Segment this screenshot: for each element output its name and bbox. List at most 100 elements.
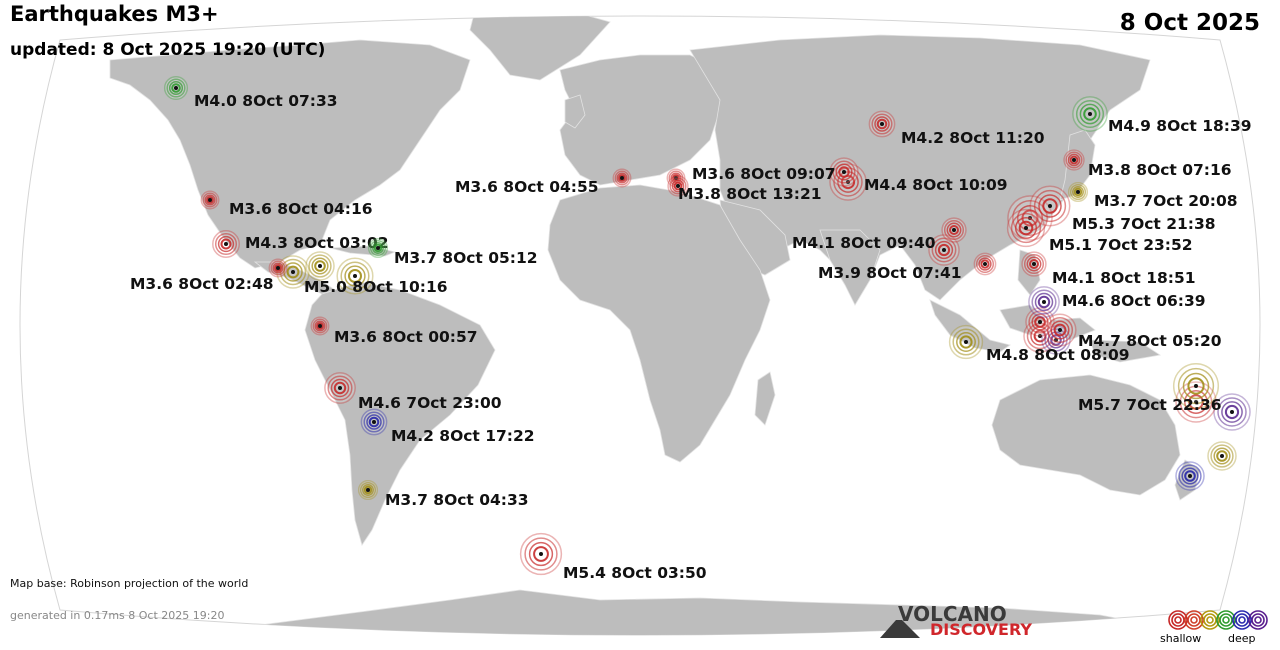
quake-marker-south_sandwich[interactable] (519, 532, 563, 576)
volcanodiscovery-logo[interactable]: VOLCANO DISCOVERY (880, 602, 1040, 642)
quake-label-caribbean: M3.7 8Oct 05:12 (394, 249, 538, 267)
quake-label-panama: M5.0 8Oct 10:16 (304, 278, 448, 296)
land-africa (547, 184, 771, 463)
map-date: 8 Oct 2025 (1119, 10, 1260, 36)
legend-ring-4-2 (1238, 616, 1246, 624)
quake-marker-molucca[interactable] (1028, 286, 1060, 318)
legend-ring-0-2 (1174, 616, 1182, 624)
quake-label-chile2: M3.7 8Oct 04:33 (385, 491, 529, 509)
quake-marker-guatemala[interactable] (268, 258, 288, 278)
legend-ring-5-1 (1251, 613, 1265, 627)
legend-ring-0-1 (1171, 613, 1185, 627)
quake-label-philippines2: M4.1 8Oct 18:51 (1052, 269, 1196, 287)
quake-label-cyprus: M3.8 8Oct 13:21 (678, 185, 822, 203)
quake-marker-argentina[interactable] (360, 408, 388, 436)
quake-marker-sulawesi[interactable] (1043, 313, 1077, 347)
quake-label-chile1: M4.6 7Oct 23:00 (358, 394, 502, 412)
quake-marker-philippines2[interactable] (1021, 251, 1047, 277)
land-india (819, 229, 881, 306)
legend-ring-1-1 (1187, 613, 1201, 627)
quake-label-java: M4.8 8Oct 08:09 (986, 346, 1130, 364)
quake-marker-mexico[interactable] (212, 230, 240, 258)
quake-label-peru: M3.6 8Oct 00:57 (334, 328, 478, 346)
volcano-icon (880, 620, 920, 638)
quake-marker-cluster-1[interactable] (305, 251, 335, 281)
quake-marker-alaska[interactable] (163, 75, 189, 101)
quake-label-japan1: M3.8 8Oct 07:16 (1088, 161, 1232, 179)
quake-marker-taiwan[interactable] (1029, 185, 1071, 227)
quake-label-guatemala: M3.6 8Oct 02:48 (130, 275, 274, 293)
quake-label-bangladesh: M4.1 8Oct 09:40 (792, 234, 936, 252)
legend-ring-0-0 (1168, 610, 1188, 630)
quake-marker-afghanistan[interactable] (829, 157, 859, 187)
quake-label-vanuatu: M5.7 7Oct 22:36 (1078, 396, 1222, 414)
legend-ring-4-1 (1235, 613, 1249, 627)
quake-label-italy: M3.6 8Oct 04:55 (455, 178, 599, 196)
quake-marker-cluster-5[interactable] (1041, 325, 1071, 355)
quake-label-south_sandwich: M5.4 8Oct 03:50 (563, 564, 707, 582)
quake-marker-bangladesh[interactable] (941, 217, 967, 243)
quake-label-turkey: M3.6 8Oct 09:07 (692, 165, 836, 183)
quake-label-vietnam: M3.9 8Oct 07:41 (818, 264, 962, 282)
quake-marker-mongolia[interactable] (868, 110, 896, 138)
legend-ring-1-2 (1190, 616, 1198, 624)
land-europe (559, 54, 721, 186)
quake-marker-cyprus[interactable] (667, 175, 689, 197)
legend-ring-2-0 (1200, 610, 1220, 630)
land-madagascar (754, 371, 776, 426)
quake-marker-vanuatu[interactable] (1172, 362, 1220, 410)
updated-timestamp: updated: 8 Oct 2025 19:20 (UTC) (10, 40, 326, 60)
quake-marker-chile2[interactable] (357, 479, 379, 501)
logo-line1: VOLCANO (898, 602, 1007, 626)
quake-marker-chile1[interactable] (324, 372, 356, 404)
page-title: Earthquakes M3+ (10, 2, 219, 26)
quake-marker-cluster-10[interactable] (1175, 461, 1205, 491)
land-greenland (469, 16, 611, 81)
legend-shallow-label: shallow (1160, 632, 1202, 645)
quake-marker-caribbean[interactable] (367, 237, 389, 259)
land-australia (991, 374, 1181, 496)
legend-ring-1-0 (1184, 610, 1204, 630)
legend-ring-2-1 (1203, 613, 1217, 627)
legend-ring-3-1 (1219, 613, 1233, 627)
quake-marker-japan1[interactable] (1063, 149, 1085, 171)
quake-label-baja: M3.6 8Oct 04:16 (229, 200, 373, 218)
legend-ring-3-2 (1222, 616, 1230, 624)
land-north-america (109, 39, 471, 269)
quake-marker-cluster-3[interactable] (928, 234, 960, 266)
legend-ring-2-2 (1206, 616, 1214, 624)
map-base-note: Map base: Robinson projection of the wor… (10, 577, 249, 590)
quake-marker-cluster-7[interactable] (1213, 393, 1251, 431)
legend-ring-5-2 (1254, 616, 1262, 624)
quake-marker-peru[interactable] (310, 316, 330, 336)
quake-marker-cluster-9[interactable] (1207, 441, 1237, 471)
depth-legend-rings (1168, 610, 1268, 630)
quake-label-mexico: M4.3 8Oct 03:02 (245, 234, 389, 252)
legend-ring-3-0 (1216, 610, 1236, 630)
quake-label-japan2: M3.7 7Oct 20:08 (1094, 192, 1238, 210)
legend-ring-5-0 (1248, 610, 1268, 630)
quake-label-philippines1: M5.1 7Oct 23:52 (1049, 236, 1193, 254)
quake-marker-java[interactable] (948, 324, 984, 360)
quake-marker-vietnam[interactable] (973, 252, 997, 276)
earthquake-markers: M4.0 8Oct 07:33 M4.9 8Oct 18:39 M4.2 8Oct … (130, 75, 1252, 582)
quake-marker-baja[interactable] (200, 190, 220, 210)
depth-legend: shallow deep (1160, 608, 1270, 648)
quake-label-alaska: M4.0 8Oct 07:33 (194, 92, 338, 110)
legend-ring-4-0 (1232, 610, 1252, 630)
quake-label-mongolia: M4.2 8Oct 11:20 (901, 129, 1045, 147)
land-south-america (304, 281, 496, 546)
legend-deep-label: deep (1228, 632, 1256, 645)
logo-line2: DISCOVERY (930, 620, 1033, 639)
quake-label-kamchatka: M4.9 8Oct 18:39 (1108, 117, 1252, 135)
quake-label-taiwan: M5.3 7Oct 21:38 (1072, 215, 1216, 233)
land-britain (564, 94, 586, 129)
quake-marker-italy[interactable] (612, 168, 632, 188)
quake-marker-kamchatka[interactable] (1072, 96, 1108, 132)
quake-marker-philippines1[interactable] (1006, 208, 1046, 248)
quake-label-afghanistan: M4.4 8Oct 10:09 (864, 176, 1008, 194)
quake-marker-panama[interactable] (336, 257, 374, 295)
quake-marker-japan2[interactable] (1067, 181, 1089, 203)
